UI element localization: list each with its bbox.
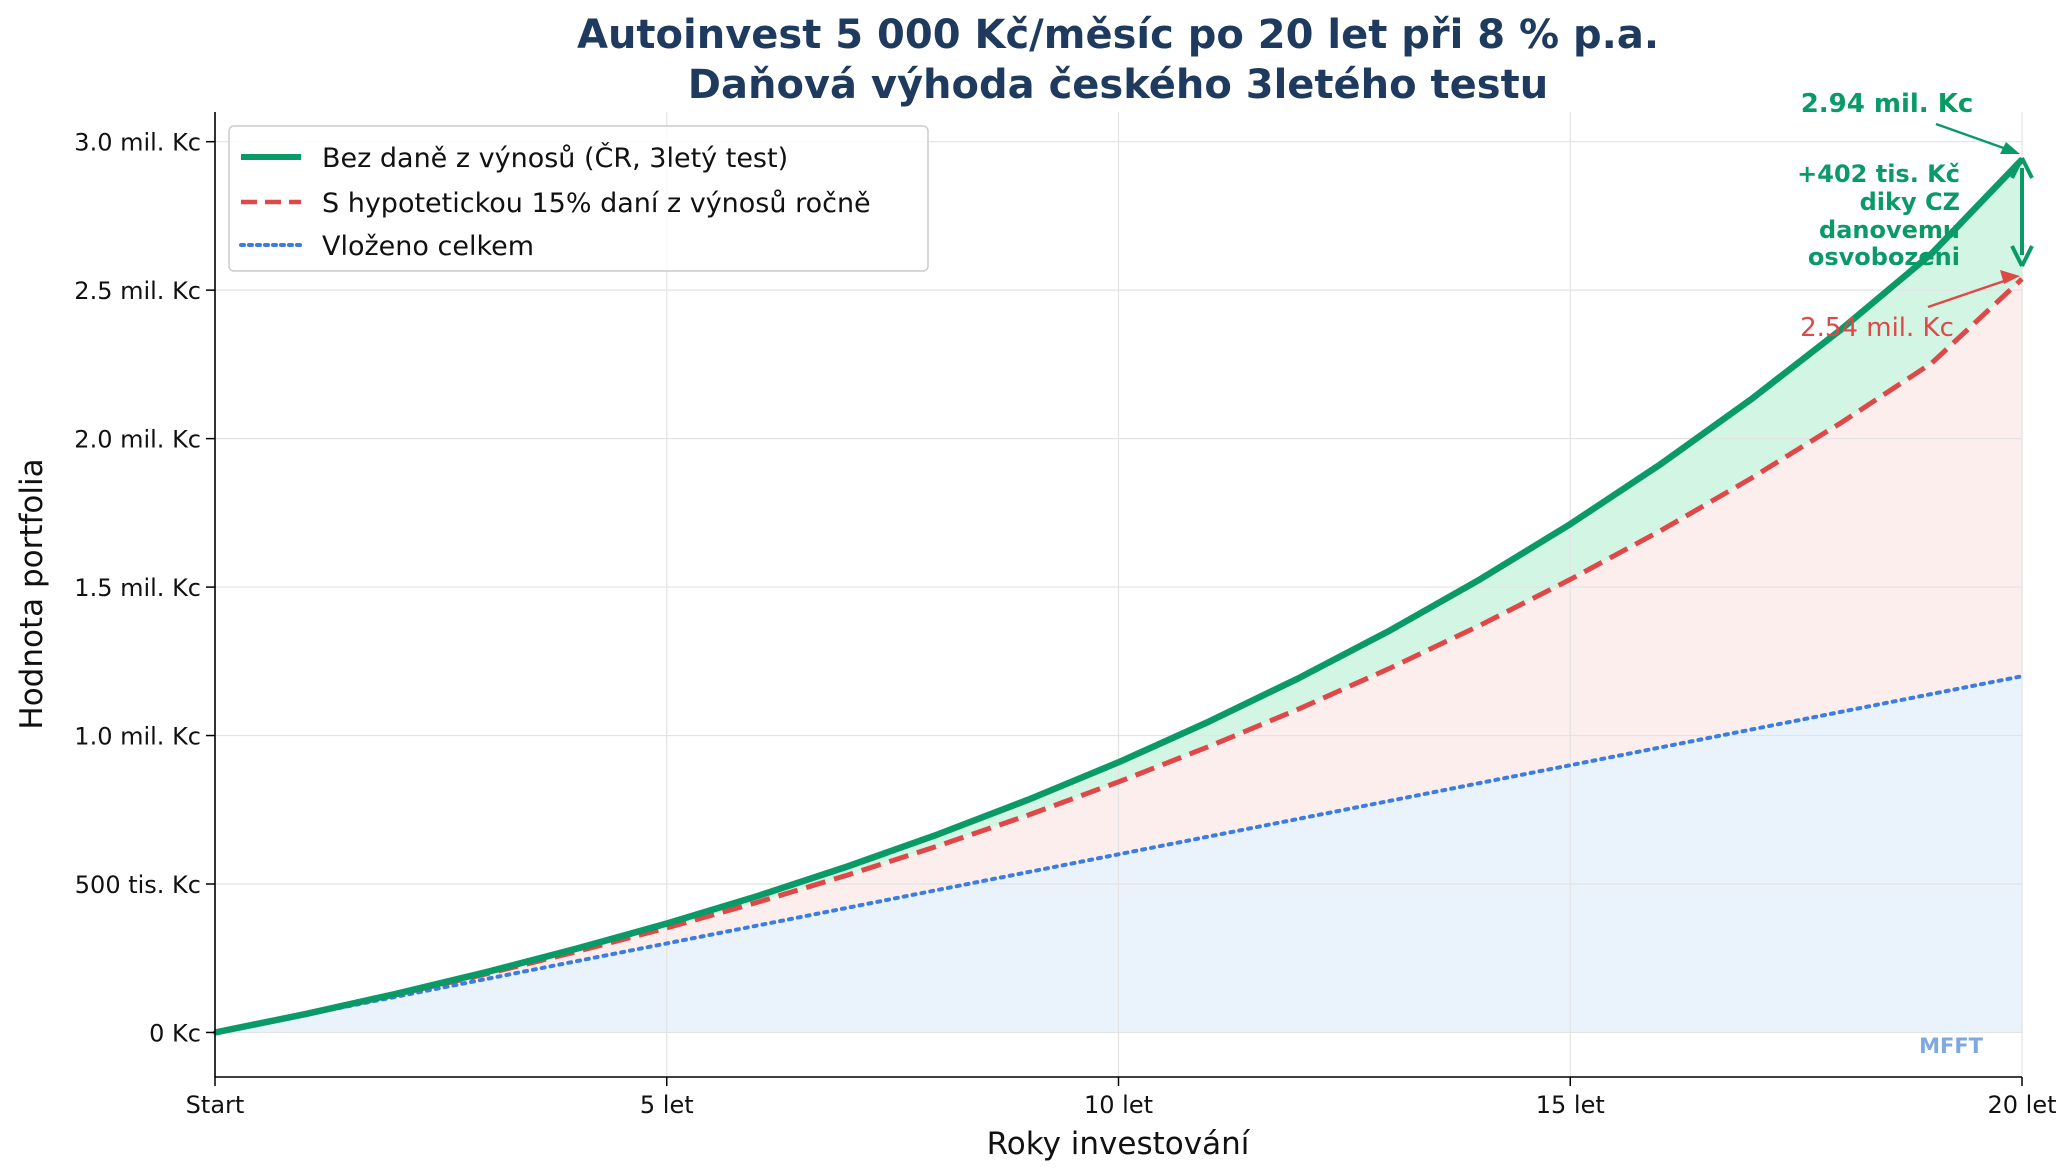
x-tick-label-1: 5 let [640,1091,694,1119]
y-axis-label: Hodnota portfolia [14,458,50,729]
x-tick-label-3: 15 let [1536,1091,1605,1119]
series-line-deposited [213,674,2024,1035]
y-tick-label-0: 0 Kc [149,1019,201,1047]
x-tick-label-0: Start [186,1091,245,1119]
y-tick-label-2: 1.0 mil. Kc [74,723,201,751]
legend-label-with-tax: S hypotetickou 15% daní z výnosů ročně [322,188,871,219]
chart-title: Autoinvest 5 000 Kč/měsíc po 20 let při … [577,12,1659,58]
gain-annotation-line-4: osvobozeni [1808,243,1960,271]
annotation-top-arrowhead [2000,142,2020,154]
legend-box [228,125,929,272]
y-tick-label-6: 3.0 mil. Kc [74,129,201,157]
legend-label-deposited: Vloženo celkem [322,231,534,262]
x-tick-label-2: 10 let [1084,1091,1153,1119]
annotation-bottom-arrow [1927,277,2011,309]
area-fill-taxed [215,278,2022,1033]
y-tick-label-3: 1.5 mil. Kc [74,574,201,602]
gain-annotation-line-3: danovemu [1819,216,1960,244]
y-tick-label-1: 500 tis. Kc [75,871,201,899]
legend: Bez daně z výnosů (ČR, 3letý test) S hyp… [228,125,929,272]
watermark: MFFT [1919,1034,1984,1058]
y-tick-label-5: 2.5 mil. Kc [74,277,201,305]
annotations: 2.94 mil. Kc +402 tis. Kč diky CZ danove… [1797,89,2034,1058]
annotation-top-arrow [1935,122,2013,153]
gain-arrowhead-down [2010,245,2034,267]
annotation-top-value: 2.94 mil. Kc [1801,89,1974,119]
gain-annotation-line-1: +402 tis. Kč [1797,160,1960,188]
x-axis-label: Roky investování [987,1126,1251,1162]
gain-annotation-line-2: diky CZ [1860,188,1960,216]
legend-label-no-tax: Bez daně z výnosů (ČR, 3letý test) [322,142,788,174]
annotation-bottom-arrowhead [2000,270,2020,284]
gain-arrowhead-up [2010,157,2034,179]
series-lines [213,157,2025,1036]
x-tick-label-4: 20 let [1987,1091,2056,1119]
chart-subtitle: Daňová výhoda českého 3letého testu [688,62,1548,108]
y-tick-label-4: 2.0 mil. Kc [74,426,201,454]
series-line-no-tax [214,157,2025,1036]
axis-ticks: Start 5 let 10 let 15 let 20 let 0 Kc 500 tis.… [74,129,2056,1119]
annotation-bottom-value: 2.54 mil. Kc [1800,313,1954,343]
